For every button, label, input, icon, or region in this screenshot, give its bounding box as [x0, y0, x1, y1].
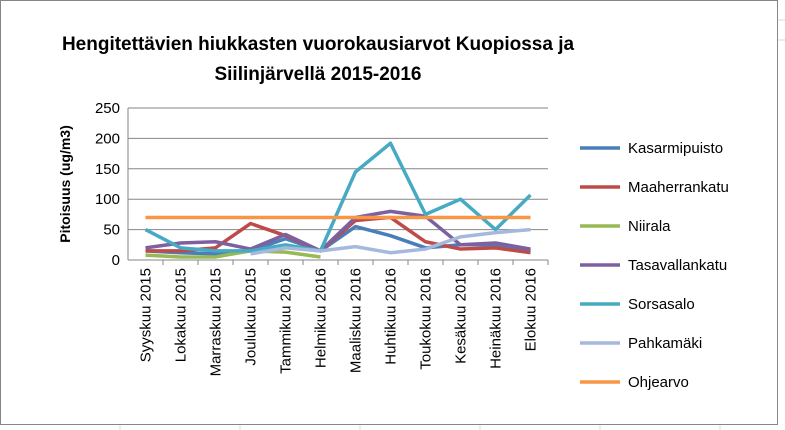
x-tick-label: Marraskuu 2015 — [208, 268, 225, 376]
x-tick-label: Heinäkuu 2016 — [488, 268, 505, 369]
chart-title: Siilinjärvellä 2015-2016 — [214, 64, 421, 85]
x-tick-label: Tammikuu 2016 — [278, 268, 295, 374]
legend-label: Sorsasalo — [628, 296, 695, 313]
y-tick-label: 250 — [95, 100, 120, 117]
series-line — [144, 141, 532, 253]
series-line — [250, 227, 531, 256]
y-tick-label: 150 — [95, 161, 120, 178]
x-tick-label: Elokuu 2016 — [523, 268, 540, 351]
legend-label: Niirala — [628, 218, 671, 235]
x-tick-label: Maaliskuu 2016 — [348, 268, 365, 373]
x-tick-label: Kesäkuu 2016 — [453, 268, 470, 364]
x-tick-label: Joulukuu 2015 — [243, 268, 260, 366]
y-tick-label: 200 — [95, 130, 120, 147]
legend-label: Maaherrankatu — [628, 179, 729, 196]
series-line — [145, 249, 321, 259]
y-tick-label: 0 — [112, 252, 120, 269]
series-line — [145, 209, 531, 253]
y-tick-label: 100 — [95, 191, 120, 208]
legend-label: Ohjearvo — [628, 374, 689, 391]
legend-label: Tasavallankatu — [628, 257, 727, 274]
legend-label: Kasarmipuisto — [628, 140, 723, 157]
x-tick-label: Syyskuu 2015 — [138, 268, 155, 362]
y-tick-label: 50 — [103, 222, 120, 239]
x-tick-label: Helmikuu 2016 — [313, 268, 330, 368]
x-tick-label: Toukokuu 2016 — [418, 268, 435, 370]
x-tick-label: Lokakuu 2015 — [173, 268, 190, 362]
x-tick-label: Huhtikuu 2016 — [383, 268, 400, 365]
legend-label: Pahkamäki — [628, 335, 702, 352]
chart-title: Hengitettävien hiukkasten vuorokausiarvo… — [62, 34, 575, 55]
y-axis-label: Pitoisuus (ug/m3) — [57, 125, 73, 242]
